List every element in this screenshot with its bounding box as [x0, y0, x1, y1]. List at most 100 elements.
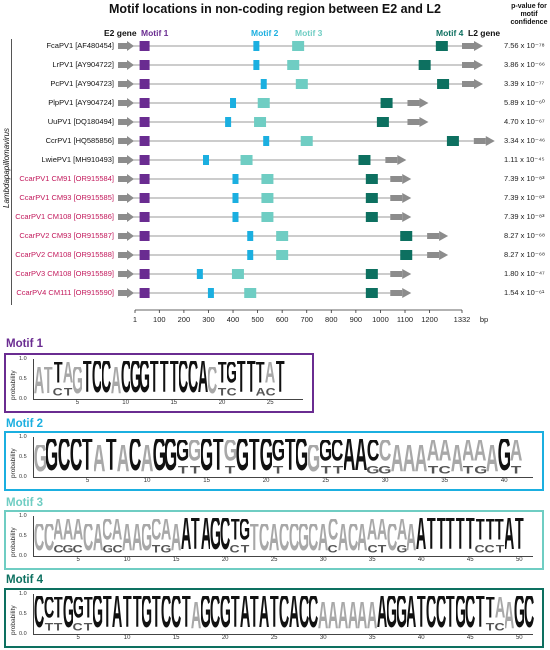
e2-gene-arrowhead — [127, 250, 134, 260]
logo-x-tick: 20 — [262, 478, 270, 484]
axis-tick-label: 800 — [325, 315, 338, 324]
logo-letter: A — [328, 602, 338, 634]
logo-letter: G — [46, 439, 58, 477]
logo-letter: A — [355, 439, 368, 477]
logo-x-tick: 15 — [203, 478, 210, 484]
motif4-marker — [376, 117, 389, 127]
motif2-marker — [253, 60, 260, 70]
motif1-marker — [139, 60, 150, 70]
logo-letter: T — [152, 596, 161, 634]
logo-letter: T — [150, 361, 159, 399]
e2-gene-arrowhead — [127, 60, 134, 70]
motif2-header: Motif 2 — [251, 28, 279, 38]
logo-secondary-letter: T — [152, 544, 161, 556]
logo-letter: A — [343, 439, 356, 477]
motif2-marker — [260, 79, 267, 89]
l2-gene-bar — [390, 271, 403, 277]
e2-gene-bar — [118, 157, 127, 163]
motif4-marker — [400, 250, 413, 260]
logo-x-axis — [33, 477, 533, 478]
logo-x-tick: 30 — [319, 635, 327, 641]
logo-letter: A — [426, 440, 439, 465]
l2-gene-arrowhead — [474, 41, 483, 51]
logo-secondary-letter: T — [272, 465, 284, 477]
motif3-marker — [261, 212, 274, 222]
logo-letter: T — [230, 519, 240, 544]
logo-x-tick: 5 — [76, 635, 80, 641]
sequence-label: UuPV1 [DQ180494] — [47, 117, 114, 126]
sequence-label: CcarPV1 CM108 [OR915586] — [15, 212, 114, 221]
e2-gene-bar — [118, 81, 127, 87]
logo-letter: C — [207, 367, 218, 399]
motif3-marker — [257, 98, 270, 108]
logo-letter: C — [259, 524, 270, 556]
logo-y-tick: 0.5 — [19, 533, 27, 539]
motif1-marker — [139, 269, 150, 279]
logo-letter: G — [236, 439, 248, 477]
sequence-label: CcrPV1 [HQ585856] — [45, 136, 114, 145]
logo-secondary-letter: T — [177, 465, 188, 477]
logo-secondary-letter: C — [328, 544, 338, 556]
logo-letter: G — [201, 439, 213, 477]
logo-letter: A — [53, 519, 64, 544]
e2-gene-bar — [118, 138, 127, 144]
logo-secondary-letter: G — [397, 544, 407, 556]
logo-letter: G — [153, 439, 165, 477]
logo-x-tick: 20 — [218, 400, 226, 406]
logo-letter: T — [416, 596, 426, 634]
logo-letter: A — [318, 602, 329, 634]
motif1-marker — [139, 98, 150, 108]
logo-letter: G — [240, 519, 250, 544]
motif4-marker — [446, 136, 459, 146]
sequence-label: CcarPV2 CM108 [OR915588] — [15, 250, 114, 259]
logo-x-tick: 15 — [172, 557, 180, 563]
pvalue-text: 1.80 x 10⁻⁴⁷ — [504, 269, 545, 278]
motif1-marker — [139, 41, 150, 51]
l2-gene-bar — [390, 290, 403, 296]
logo-letter: T — [446, 596, 456, 634]
logo-letter: C — [524, 596, 534, 634]
logo-letter: T — [103, 596, 112, 634]
logo-x-tick: 50 — [515, 635, 523, 641]
logo-letter: T — [456, 518, 465, 556]
logo-letter: A — [141, 445, 154, 477]
axis-tick-label: 700 — [300, 315, 313, 324]
e2-gene-arrowhead — [127, 136, 134, 146]
logo-x-tick: 45 — [466, 635, 474, 641]
logo-letter: A — [450, 445, 463, 477]
logo-letter: A — [73, 519, 83, 544]
logo-secondary-letter: T — [495, 544, 504, 556]
l2-gene-arrowhead — [402, 212, 412, 222]
logo-letter: G — [227, 362, 237, 387]
logo-secondary-letter: C — [475, 544, 485, 556]
logo-letter: T — [213, 439, 224, 477]
logo-letter: A — [337, 524, 348, 556]
motif2-marker — [203, 155, 210, 165]
logo-letter: G — [498, 439, 510, 477]
logo-letter: A — [171, 524, 182, 556]
logo-letter: T — [250, 524, 259, 556]
logo-letter: A — [181, 518, 191, 556]
logo-letter: C — [151, 519, 162, 544]
logo-letter: A — [438, 440, 451, 465]
logo-x-tick: 35 — [368, 635, 376, 641]
motif4-marker — [437, 79, 450, 89]
logo-y-axis — [33, 516, 34, 556]
sequence-label: CcarPV1 CM91 [OR915584] — [19, 174, 114, 183]
pvalue-text: 8.27 x 10⁻⁶⁸ — [504, 231, 546, 240]
e2-gene-arrowhead — [127, 212, 134, 222]
logo-letter: C — [308, 524, 319, 556]
motif4-marker — [435, 41, 448, 51]
motif3-marker — [276, 231, 289, 241]
pvalue-text: 8.27 x 10⁻⁶⁸ — [504, 250, 546, 259]
logo-letter: T — [284, 439, 296, 477]
logo-letter: A — [122, 524, 133, 556]
logo-secondary-letter: G — [103, 544, 113, 556]
logo-x-tick: 30 — [319, 557, 327, 563]
logo-secondary-letter: C — [226, 387, 237, 399]
axis-tick-label: bp — [479, 315, 489, 324]
logo-secondary-letter: G — [161, 544, 171, 556]
logo-letter: C — [220, 518, 231, 556]
l2-gene-arrowhead — [402, 174, 412, 184]
logo-letter: A — [462, 440, 475, 465]
